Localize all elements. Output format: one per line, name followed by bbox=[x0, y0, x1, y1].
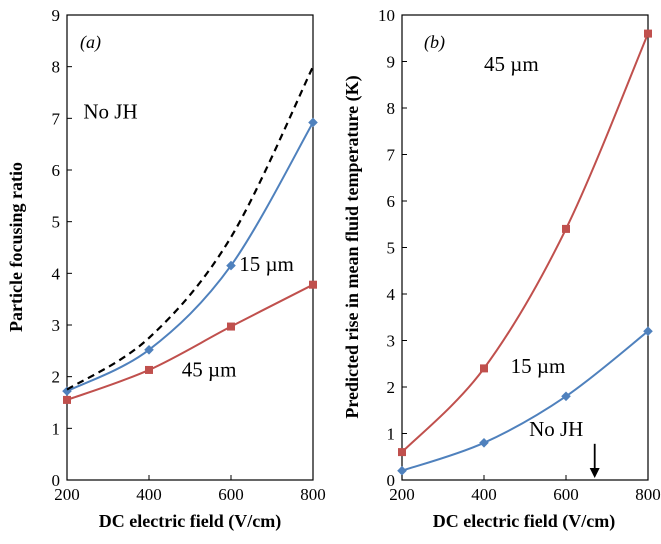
panel-b-point-15-m bbox=[397, 465, 407, 476]
panel-a-point-45-m bbox=[63, 395, 71, 404]
panel-a-annotation: 45 µm bbox=[182, 358, 237, 382]
panel-a-xtick-label: 200 bbox=[54, 485, 80, 504]
panel-a-point-15-m bbox=[226, 260, 236, 271]
panel-b-ytick-label: 0 bbox=[387, 471, 396, 490]
panel-b-ytick-label: 3 bbox=[387, 332, 396, 351]
panel-b-point-45-m bbox=[562, 224, 570, 233]
panel-b-ylabel: Predicted rise in mean fluid temperature… bbox=[342, 75, 363, 418]
panel-b-series-line-45-m bbox=[401, 33, 649, 453]
panel-b-xtick-label: 400 bbox=[471, 485, 497, 504]
panel-b-annotation: 15 µm bbox=[511, 354, 566, 378]
panel-a-series-line-no-jh bbox=[66, 66, 314, 391]
panel-a: No JH 15 µm 45 µm 0 1 2 3 4 5 6 7 8 9 200 400 600 800 (… bbox=[6, 6, 326, 532]
panel-a-ytick-label: 1 bbox=[52, 419, 61, 438]
panel-a-ytick-label: 4 bbox=[52, 264, 61, 283]
panel-b-point-45-m bbox=[480, 364, 488, 373]
panel-a-point-45-m bbox=[309, 280, 317, 289]
panel-a-annotation: 15 µm bbox=[239, 252, 294, 276]
panel-b-point-45-m bbox=[644, 29, 652, 38]
panel-a-ytick-label: 9 bbox=[52, 6, 61, 25]
panel-a-ytick-label: 0 bbox=[52, 471, 61, 490]
panel-b-ytick-label: 7 bbox=[387, 146, 396, 165]
panel-b-xtick-label: 600 bbox=[553, 485, 579, 504]
panel-b-ytick-label: 2 bbox=[387, 378, 396, 397]
panel-a-ytick-label: 5 bbox=[52, 213, 61, 232]
panel-b-ytick-label: 10 bbox=[378, 6, 395, 25]
panel-a-ylabel: Particle focusing ratio bbox=[6, 162, 26, 332]
panel-a-ytick-label: 8 bbox=[52, 58, 61, 77]
panel-b-ytick-label: 9 bbox=[387, 53, 396, 72]
panel-b-annotation: 45 µm bbox=[484, 52, 539, 76]
panel-b-xtick-label: 800 bbox=[635, 485, 661, 504]
panel-b-point-15-m bbox=[561, 391, 571, 402]
panel-a-ytick-label: 7 bbox=[52, 109, 61, 128]
panel-a-xtick-label: 600 bbox=[218, 485, 244, 504]
panel-b-label: (b) bbox=[424, 32, 445, 53]
panel-a-xtick-label: 800 bbox=[300, 485, 326, 504]
panel-a-ytick-label: 2 bbox=[52, 368, 61, 387]
panel-a-xlabel: DC electric field (V/cm) bbox=[99, 511, 281, 532]
panel-b-ytick-label: 5 bbox=[387, 239, 396, 258]
panel-b-frame bbox=[401, 14, 649, 481]
panel-a-annotation: No JH bbox=[83, 99, 137, 123]
panel-a-point-45-m bbox=[227, 322, 235, 331]
panel-b-ytick-label: 6 bbox=[387, 192, 396, 211]
panel-a-ticks: 0 1 2 3 4 5 6 7 8 9 200 400 600 800 bbox=[52, 6, 326, 504]
panel-b-ytick-label: 1 bbox=[387, 425, 396, 444]
panel-b-xlabel: DC electric field (V/cm) bbox=[433, 511, 615, 532]
panel-b-point-15-m bbox=[479, 438, 489, 448]
panel-b-point-45-m bbox=[398, 448, 406, 457]
panel-a-series-line-45-m bbox=[66, 283, 314, 401]
panel-b-ticks: 0 1 2 3 4 5 6 7 8 9 10 200 400 600 800 bbox=[378, 6, 661, 504]
panel-b-annotation: No JH bbox=[529, 417, 583, 441]
panel-b-ytick-label: 4 bbox=[387, 285, 396, 304]
panel-a-plot: No JH 15 µm 45 µm bbox=[62, 66, 318, 404]
panel-a-point-15-m bbox=[308, 117, 318, 128]
panel-b-series-line-15-m bbox=[401, 330, 649, 472]
panel-a-frame bbox=[66, 14, 314, 481]
panel-a-xtick-label: 400 bbox=[136, 485, 162, 504]
panel-a-label: (a) bbox=[80, 32, 101, 53]
panel-b-arrowhead bbox=[589, 468, 600, 478]
panel-b: 45 µm 15 µm No JH 0 1 2 3 4 5 6 7 8 9 10 200 400 600 800… bbox=[342, 6, 661, 532]
panel-b-xtick-label: 200 bbox=[389, 485, 415, 504]
panel-a-ytick-label: 6 bbox=[52, 161, 61, 180]
panel-a-ytick-label: 3 bbox=[52, 316, 61, 335]
panel-a-point-45-m bbox=[145, 365, 153, 374]
panel-a-series-line-15-m bbox=[66, 121, 314, 393]
panel-b-point-15-m bbox=[643, 326, 653, 336]
panel-b-plot: 45 µm 15 µm No JH bbox=[397, 29, 653, 478]
panel-b-ytick-label: 8 bbox=[387, 99, 396, 118]
panel-a-point-15-m bbox=[144, 345, 154, 355]
